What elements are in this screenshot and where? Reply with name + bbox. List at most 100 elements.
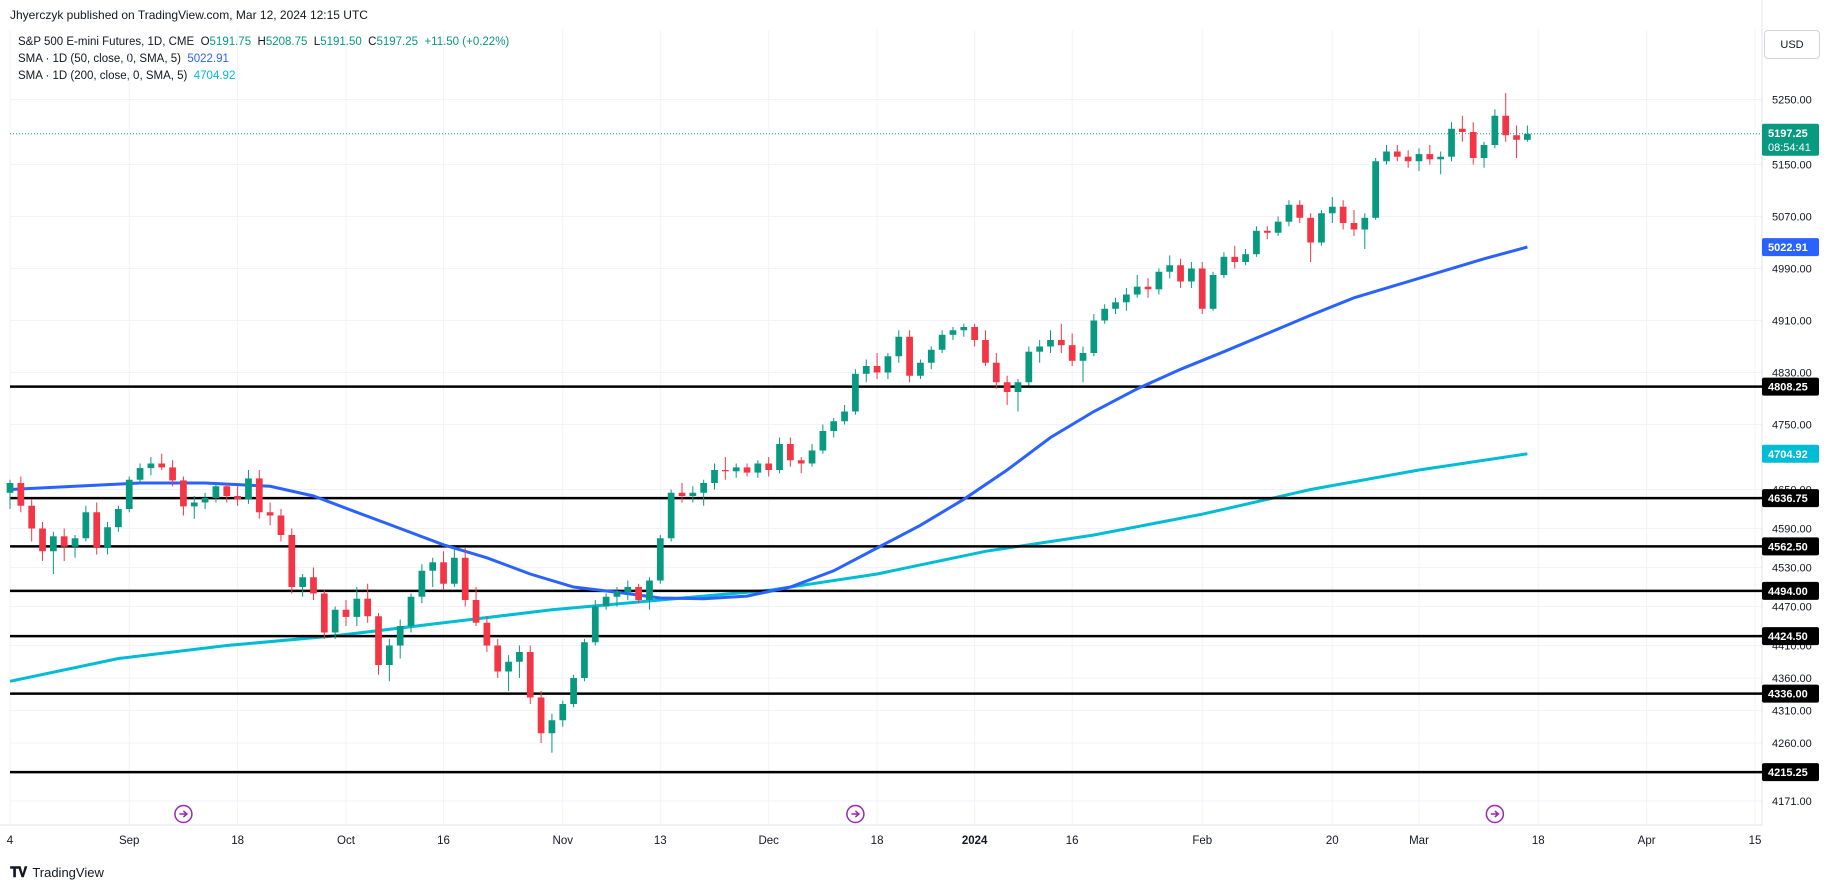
candle-body [1372,161,1380,218]
candle-body [158,463,166,468]
legend-sma200-value: 4704.92 [193,70,236,82]
candle-body [1318,213,1325,243]
candle-body [992,362,1000,383]
candle-body [49,536,57,552]
candle-body [93,512,101,548]
candle-body [1426,154,1434,160]
candle-body [320,593,328,633]
y-axis: 5250.00 5150.00 5070.00 4990.00 4910.00 4830.… [1772,95,1812,808]
candle-body [1339,206,1347,223]
y-tick-label: 4590.00 [1772,524,1812,536]
candle-body [884,356,892,373]
candle-body [82,512,90,539]
candle-body [678,492,686,496]
candle-body [548,720,556,734]
candle-body [234,496,241,500]
level-price-label-bg [1762,537,1819,556]
candle-body [201,497,209,503]
candle-body [895,336,903,357]
candle-body [1404,156,1412,162]
candle-body [1123,294,1130,303]
candle-body [125,479,133,509]
sma200-layer [9,452,1528,683]
legend-change: +11.50 (+0.22%) [424,36,510,48]
candle-body [635,587,642,600]
candle-body [17,483,25,506]
candle-body [1350,223,1358,230]
legend-c-label: C [368,36,377,48]
currency-button[interactable]: USD [1764,30,1820,59]
x-tick-label: Dec [758,835,779,847]
event-markers-layer [174,804,1505,824]
candle-body [711,470,718,483]
x-tick-label: 16 [1066,835,1079,847]
candle-body [1502,115,1510,136]
level-price-label-bg [1762,581,1819,600]
candle-body [581,642,588,678]
candle-body [39,528,46,552]
level-price-label-bg [1762,489,1819,508]
tradingview-logo[interactable]: 𝐓𝐕 TradingView [10,864,104,881]
candle-body [255,478,263,513]
legend-close: 5197.25 [376,36,419,48]
last-price-label: 5197.25 [1768,128,1808,140]
legend-sma50-value: 5022.91 [187,53,229,65]
candle-body [1469,132,1477,158]
candle-body [1285,204,1293,222]
candle-body [1090,320,1098,353]
sma200-price-label: 4704.92 [1768,449,1808,461]
y-tick-label: 5070.00 [1772,212,1812,224]
candle-body [1198,268,1206,309]
candle-body [819,431,827,451]
candle-body [1253,230,1260,255]
candle-body [917,362,924,376]
candle-body [732,467,740,472]
candle-body [1209,275,1217,309]
published-by-text: Jhyerczyk published on TradingView.com, … [10,8,368,22]
candle-body [570,678,577,704]
candle-body [396,626,404,646]
candle-body [1491,115,1499,145]
legend-o-label: O [200,36,210,48]
candle-body [526,652,534,698]
legend-symbol[interactable]: S&P 500 E-mini Futures, 1D, CME [18,36,195,48]
candles-layer [6,93,1762,753]
sma50-price-label: 5022.91 [1768,242,1808,254]
legend-l-label: L [313,36,321,48]
legend-sma50-row: SMA · 1D (50, close, 0, SMA, 5) 5022.91 [18,51,509,68]
candle-body [971,327,978,340]
candle-body [808,450,816,464]
legend-sma50-label[interactable]: SMA · 1D (50, close, 0, SMA, 5) [18,53,181,65]
candle-body [169,467,176,481]
candle-body [841,411,848,422]
y-tick-label: 4470.00 [1772,602,1812,614]
candle-body [136,468,144,480]
candle-body [754,463,762,473]
candle-body [1068,345,1076,361]
y-tick-label: 4990.00 [1772,264,1812,276]
x-tick-label: Mar [1409,835,1429,847]
axis-border [0,0,1763,826]
candle-body [1415,154,1423,162]
x-tick-label: Feb [1192,835,1212,847]
candle-body [1166,265,1174,272]
candle-body [429,562,437,571]
x-tick-label: 2024 [962,835,988,847]
event-marker-icon [1485,804,1505,824]
candle-body [331,609,339,633]
candle-body [1263,230,1271,233]
candle-body [1036,346,1044,352]
legend-sma200-label[interactable]: SMA · 1D (200, close, 0, SMA, 5) [18,70,188,82]
candle-body [1112,302,1119,309]
sma50-line [9,245,1528,601]
legend-open: 5191.75 [209,36,252,48]
level-price-label-bg [1762,627,1819,646]
candle-body [873,366,881,373]
candle-body [461,557,469,600]
candle-body [1524,133,1531,140]
level-price-label: 4636.75 [1768,493,1808,505]
legend-h-label: H [257,36,266,48]
level-price-label: 4215.25 [1768,767,1808,779]
legend-high: 5208.75 [265,36,308,48]
